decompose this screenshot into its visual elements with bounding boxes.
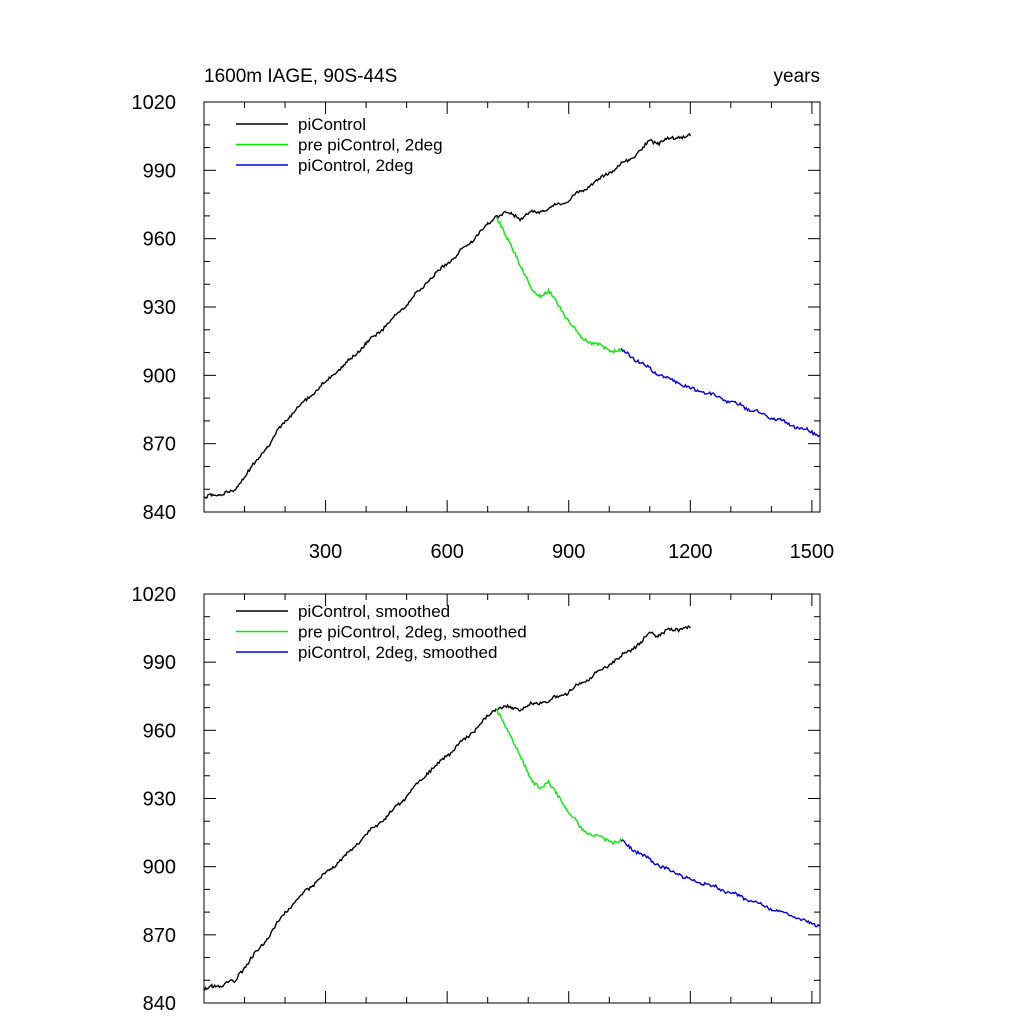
legend-label: pre piControl, 2deg, smoothed	[298, 623, 527, 642]
plot-frame	[203, 101, 821, 513]
legend-label: piControl, smoothed	[298, 602, 450, 621]
y-tick-label: 930	[143, 297, 176, 319]
legend-label: piControl	[298, 115, 366, 134]
y-tick-label: 840	[143, 502, 176, 524]
x-tick-label: 900	[552, 541, 585, 563]
legend-label: pre piControl, 2deg	[298, 136, 443, 155]
x-axis-units-label: years	[774, 66, 820, 87]
y-tick-label: 960	[143, 720, 176, 742]
series-line-picontrol	[203, 132, 691, 499]
series-line-picontrol-smoothed	[203, 625, 691, 991]
y-tick-label: 990	[143, 652, 176, 674]
y-tick-label: 1020	[132, 584, 177, 606]
y-tick-label: 840	[143, 993, 176, 1015]
legend-label: piControl, 2deg	[298, 156, 413, 175]
legend-label: piControl, 2deg, smoothed	[298, 643, 497, 662]
y-tick-label: 960	[143, 229, 176, 251]
x-tick-label: 300	[309, 541, 342, 563]
x-tick-label: 1500	[790, 541, 835, 563]
y-tick-label: 930	[143, 789, 176, 811]
y-tick-label: 900	[143, 857, 176, 879]
chart-title: 1600m IAGE, 90S-44S	[204, 66, 397, 87]
plot-frame	[203, 593, 821, 1004]
series-line-picontrol-2deg-smoothed	[620, 839, 821, 928]
y-tick-label: 990	[143, 160, 176, 182]
bottom-panel: 840 870 900 930 960 990 1020 piControl, smoothe…	[132, 584, 821, 1015]
series-line-picontrol-2deg	[620, 348, 821, 438]
y-tick-label: 900	[143, 365, 176, 387]
y-tick-label: 870	[143, 925, 176, 947]
y-tick-label: 870	[143, 434, 176, 456]
x-tick-label: 1200	[668, 541, 713, 563]
series-line-pre-picontrol-2deg-smoothed	[495, 708, 623, 846]
top-panel: 840 870 900 930 960 990 1020 300 600 900 1200 1500 p…	[132, 92, 835, 563]
y-tick-label: 1020	[132, 92, 177, 114]
series-line-pre-picontrol-2deg	[495, 216, 622, 355]
x-tick-label: 600	[430, 541, 463, 563]
